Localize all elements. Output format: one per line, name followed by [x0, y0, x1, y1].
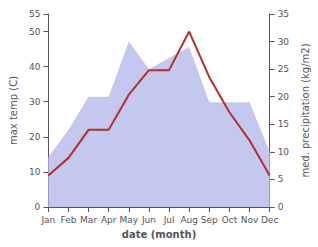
svg-text:5: 5 — [278, 174, 284, 184]
svg-text:25: 25 — [278, 64, 289, 74]
svg-text:Jun: Jun — [141, 215, 156, 225]
svg-text:Sep: Sep — [201, 215, 218, 225]
svg-text:30: 30 — [278, 37, 290, 47]
svg-text:55: 55 — [29, 9, 40, 19]
svg-text:Dec: Dec — [261, 215, 278, 225]
svg-text:Oct: Oct — [222, 215, 238, 225]
svg-text:15: 15 — [278, 119, 289, 129]
svg-text:10: 10 — [278, 147, 290, 157]
svg-text:Aug: Aug — [180, 215, 198, 225]
svg-text:40: 40 — [29, 62, 41, 72]
svg-text:20: 20 — [278, 92, 290, 102]
svg-text:Jul: Jul — [163, 215, 175, 225]
svg-text:Nov: Nov — [241, 215, 259, 225]
svg-text:date (month): date (month) — [122, 229, 196, 240]
svg-text:max temp (C): max temp (C) — [8, 76, 19, 145]
svg-text:10: 10 — [29, 167, 41, 177]
svg-text:Apr: Apr — [101, 215, 117, 225]
svg-text:0: 0 — [278, 202, 284, 212]
svg-text:Feb: Feb — [61, 215, 77, 225]
svg-text:Jan: Jan — [40, 215, 55, 225]
svg-text:20: 20 — [29, 132, 41, 142]
svg-text:May: May — [120, 215, 139, 225]
svg-text:0: 0 — [35, 202, 41, 212]
svg-text:med. precipitation (kg/m2): med. precipitation (kg/m2) — [300, 43, 311, 177]
svg-text:35: 35 — [278, 9, 289, 19]
svg-text:30: 30 — [29, 97, 41, 107]
svg-text:Mar: Mar — [80, 215, 97, 225]
svg-text:50: 50 — [29, 27, 41, 37]
